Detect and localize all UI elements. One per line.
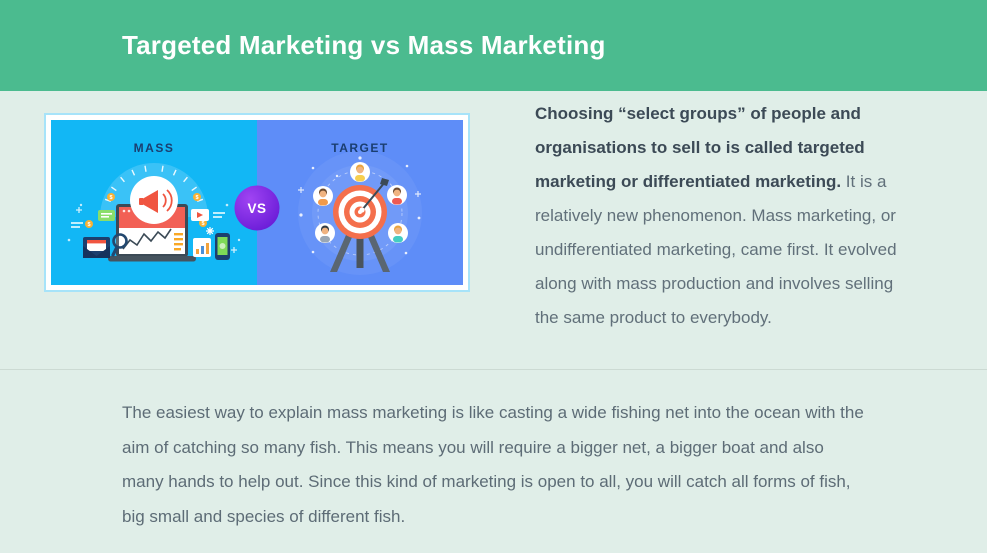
mass-label: MASS [134,141,175,155]
decor-plus [298,187,421,197]
svg-text:$: $ [87,222,90,228]
page-title: Targeted Marketing vs Mass Marketing [122,30,606,60]
vs-badge: VS [234,185,280,231]
target-panel: TARGET [257,120,463,285]
intro-paragraph: Choosing “select groups” of people and o… [535,97,917,335]
vs-label: VS [247,201,266,216]
decor-dots [67,203,241,242]
svg-text:$: $ [195,195,198,201]
megaphone-icon [130,176,178,224]
dartboard [333,185,387,239]
target-label: TARGET [331,141,388,155]
avatar-icon-left-upper [313,186,333,206]
coin-icons: $ $ $ $ [85,193,207,228]
dart-arrow-icon [359,178,389,213]
intro-lead-bold: Choosing “select groups” of people and o… [535,104,865,191]
video-icon [191,209,209,221]
message-icon [98,210,115,221]
avatar-icon-right-upper [387,185,407,205]
avatar-icon-right-lower [388,223,408,243]
decor-dots [299,156,421,255]
avatar-icon-left-lower [315,223,335,243]
mass-vs-target-figure: $ $ $ $ [44,113,470,292]
page-header: Targeted Marketing vs Mass Marketing [0,0,987,91]
intro-lead-rest: It is a relatively new phenomenon. Mass … [535,172,897,327]
section-divider [0,369,987,370]
smartphone-icon [215,233,230,260]
sparkle-icon [206,227,214,235]
magnifier-icon [111,233,128,257]
text-lines-icon [71,212,225,228]
avatar-icon-top [350,162,370,182]
envelope-icon [83,237,110,258]
tripod-legs [330,228,390,272]
svg-text:$: $ [109,195,112,201]
body-paragraph: The easiest way to explain mass marketin… [122,403,864,526]
mass-panel: $ $ $ $ [51,120,257,285]
mass-vs-target-illustration: $ $ $ $ [51,120,463,285]
bar-chart-icon [193,238,211,257]
svg-text:$: $ [201,221,204,227]
